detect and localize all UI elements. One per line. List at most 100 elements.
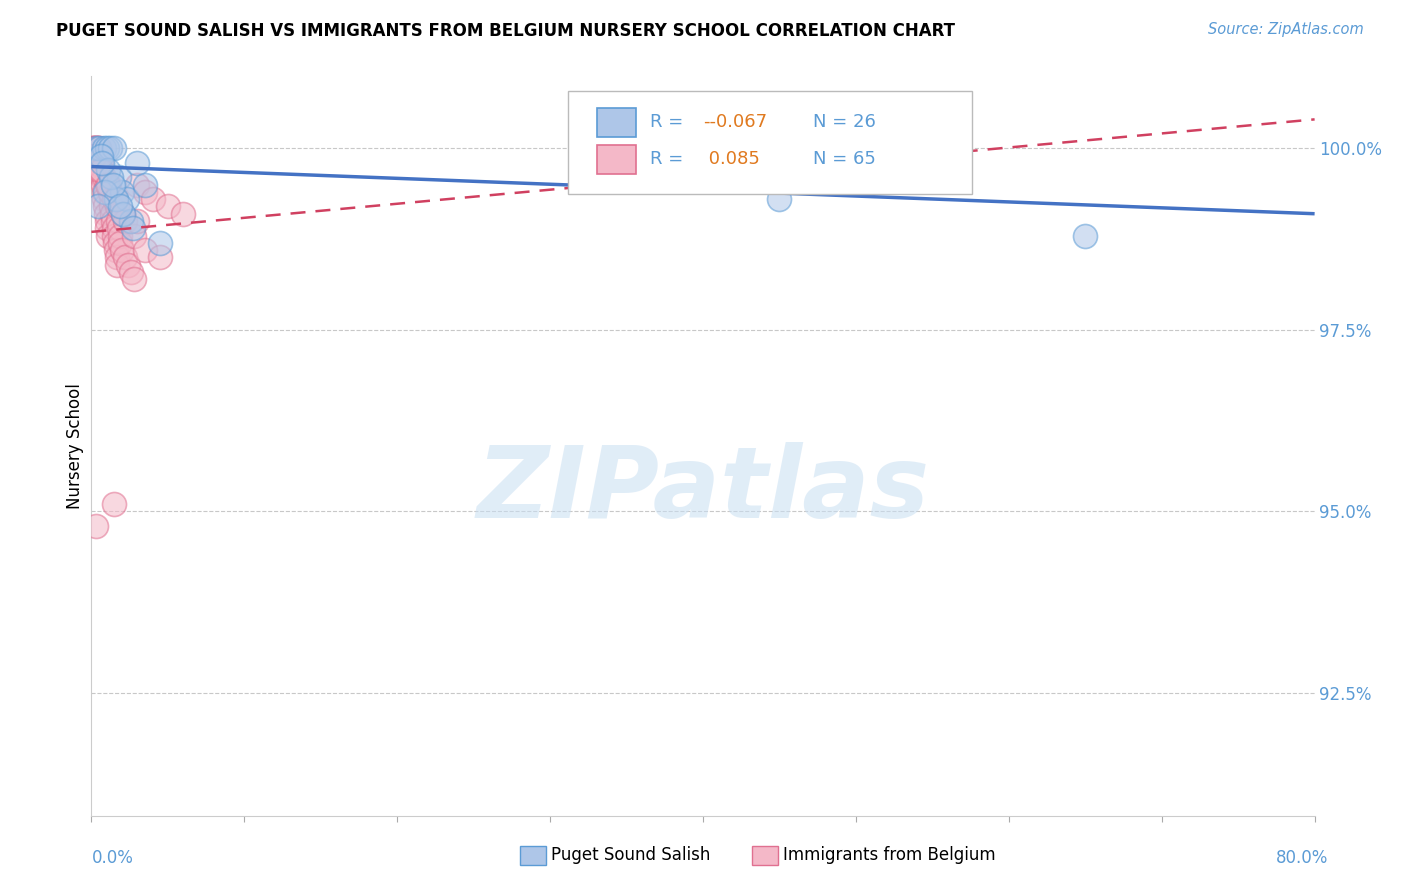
Point: [149, 235, 172, 250]
Point: [100, 199, 122, 213]
Point: [101, 207, 124, 221]
Text: 0.085: 0.085: [703, 151, 759, 169]
Point: [103, 192, 125, 206]
Point: [105, 199, 128, 213]
Point: [90, 163, 112, 178]
Y-axis label: Nursery School: Nursery School: [66, 383, 84, 509]
Point: [87, 141, 110, 155]
Point: [84, 519, 107, 533]
Point: [105, 258, 128, 272]
Point: [111, 185, 134, 199]
Point: [86, 141, 108, 155]
Point: [107, 214, 129, 228]
Point: [93, 185, 115, 199]
Point: [90, 163, 112, 178]
Point: [84, 141, 107, 155]
Point: [82, 141, 104, 155]
Point: [120, 265, 142, 279]
Point: [127, 156, 149, 170]
Point: [87, 141, 110, 155]
Point: [98, 185, 121, 199]
Point: [82, 141, 104, 155]
Point: [103, 221, 125, 235]
Point: [134, 178, 156, 192]
Point: [98, 185, 121, 199]
Point: [94, 199, 117, 213]
Point: [121, 221, 143, 235]
Point: [108, 170, 131, 185]
Point: [91, 156, 114, 170]
Bar: [596, 109, 636, 136]
Point: [83, 141, 105, 155]
Text: R =: R =: [651, 113, 683, 131]
Point: [89, 149, 111, 163]
Text: PUGET SOUND SALISH VS IMMIGRANTS FROM BELGIUM NURSERY SCHOOL CORRELATION CHART: PUGET SOUND SALISH VS IMMIGRANTS FROM BE…: [56, 22, 955, 40]
Point: [96, 178, 118, 192]
Point: [127, 214, 149, 228]
Text: 0.0%: 0.0%: [91, 849, 134, 867]
Point: [104, 235, 127, 250]
Text: R =: R =: [651, 151, 683, 169]
Point: [86, 199, 108, 213]
Point: [104, 243, 127, 257]
Point: [108, 221, 131, 235]
Point: [104, 192, 127, 206]
Point: [156, 199, 179, 213]
Text: Source: ZipAtlas.com: Source: ZipAtlas.com: [1208, 22, 1364, 37]
Point: [114, 250, 136, 264]
Point: [93, 170, 115, 185]
Point: [97, 178, 120, 192]
Point: [117, 258, 139, 272]
Point: [84, 141, 107, 155]
Point: [101, 178, 124, 192]
Point: [103, 228, 125, 243]
Point: [112, 207, 135, 221]
Point: [105, 250, 128, 264]
Point: [86, 141, 108, 155]
Point: [94, 207, 117, 221]
Point: [768, 192, 790, 206]
Point: [114, 214, 136, 228]
Text: 80.0%: 80.0%: [1277, 849, 1329, 867]
Point: [90, 156, 112, 170]
Text: N = 65: N = 65: [813, 151, 876, 169]
Point: [110, 235, 132, 250]
Point: [110, 199, 132, 213]
Point: [112, 207, 135, 221]
Point: [90, 149, 112, 163]
Point: [98, 141, 121, 155]
Text: --0.067: --0.067: [703, 113, 768, 131]
Point: [101, 214, 124, 228]
Point: [91, 170, 114, 185]
Point: [96, 214, 118, 228]
Point: [134, 243, 156, 257]
Point: [100, 170, 122, 185]
Point: [115, 192, 138, 206]
Point: [96, 141, 118, 155]
Point: [87, 141, 110, 155]
Point: [172, 207, 194, 221]
Point: [1074, 228, 1097, 243]
Text: N = 26: N = 26: [813, 113, 876, 131]
FancyBboxPatch shape: [568, 91, 972, 194]
Point: [111, 243, 134, 257]
Point: [87, 163, 110, 178]
Point: [97, 163, 120, 178]
Point: [84, 156, 107, 170]
Bar: [596, 145, 636, 174]
Text: Puget Sound Salish: Puget Sound Salish: [551, 847, 710, 864]
Point: [93, 141, 115, 155]
Point: [149, 250, 172, 264]
Text: ZIPatlas: ZIPatlas: [477, 442, 929, 539]
Point: [134, 185, 156, 199]
Text: Immigrants from Belgium: Immigrants from Belgium: [783, 847, 995, 864]
Point: [122, 228, 145, 243]
Point: [93, 192, 115, 206]
Point: [108, 228, 131, 243]
Point: [83, 141, 105, 155]
Point: [100, 192, 122, 206]
Point: [122, 272, 145, 286]
Point: [127, 178, 149, 192]
Point: [84, 141, 107, 155]
Point: [120, 214, 142, 228]
